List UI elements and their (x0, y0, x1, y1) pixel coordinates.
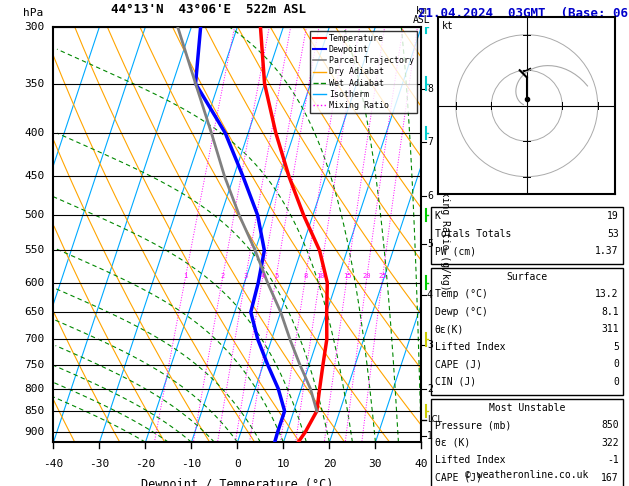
Text: 1: 1 (184, 273, 188, 279)
Text: 750: 750 (24, 360, 44, 370)
Text: 4: 4 (427, 290, 433, 300)
Text: 3: 3 (243, 273, 248, 279)
Text: 7: 7 (427, 137, 433, 147)
Text: Most Unstable: Most Unstable (489, 403, 565, 413)
Text: 8: 8 (303, 273, 308, 279)
Text: 3: 3 (427, 340, 433, 349)
Text: 15: 15 (343, 273, 352, 279)
Text: 0: 0 (613, 359, 619, 369)
Text: 8.1: 8.1 (601, 307, 619, 317)
Text: 21.04.2024  03GMT  (Base: 06): 21.04.2024 03GMT (Base: 06) (418, 7, 629, 20)
Text: © weatheronline.co.uk: © weatheronline.co.uk (465, 470, 589, 480)
Text: 167: 167 (601, 473, 619, 483)
Text: Lifted Index: Lifted Index (435, 342, 505, 352)
Text: Dewpoint / Temperature (°C): Dewpoint / Temperature (°C) (142, 478, 333, 486)
Text: 0: 0 (613, 377, 619, 387)
Text: Dewp (°C): Dewp (°C) (435, 307, 487, 317)
Text: 20: 20 (363, 273, 371, 279)
Text: 400: 400 (24, 128, 44, 138)
Bar (431, 268, 623, 395)
Text: CIN (J): CIN (J) (435, 377, 476, 387)
Text: -30: -30 (89, 459, 109, 469)
Text: LCL: LCL (427, 415, 442, 424)
Text: 20: 20 (323, 459, 336, 469)
Text: -1: -1 (607, 455, 619, 466)
Text: K: K (435, 211, 441, 222)
Text: 5: 5 (613, 342, 619, 352)
Text: 600: 600 (24, 278, 44, 288)
Text: Pressure (mb): Pressure (mb) (435, 420, 511, 431)
Text: 25: 25 (379, 273, 387, 279)
Text: -10: -10 (181, 459, 201, 469)
Text: 850: 850 (24, 406, 44, 416)
Text: 550: 550 (24, 245, 44, 256)
Text: Mixing Ratio (g/kg): Mixing Ratio (g/kg) (440, 179, 450, 290)
Text: 6: 6 (427, 191, 433, 201)
Text: 1.37: 1.37 (595, 246, 619, 257)
Text: km: km (416, 6, 427, 17)
Bar (431, 399, 623, 486)
Text: 900: 900 (24, 427, 44, 437)
Text: hPa: hPa (23, 8, 43, 18)
Text: θε (K): θε (K) (435, 438, 470, 448)
Bar (431, 207, 623, 264)
Text: 450: 450 (24, 172, 44, 181)
Text: 2: 2 (221, 273, 225, 279)
Text: 13.2: 13.2 (595, 289, 619, 299)
Text: 19: 19 (607, 211, 619, 222)
Text: CAPE (J): CAPE (J) (435, 359, 482, 369)
Text: 44°13'N  43°06'E  522m ASL: 44°13'N 43°06'E 522m ASL (111, 3, 306, 17)
Text: 322: 322 (601, 438, 619, 448)
Text: 10: 10 (277, 459, 290, 469)
Text: ASL: ASL (413, 15, 430, 25)
Text: θε(K): θε(K) (435, 324, 464, 334)
Text: Lifted Index: Lifted Index (435, 455, 505, 466)
Text: Temp (°C): Temp (°C) (435, 289, 487, 299)
Text: 0: 0 (234, 459, 241, 469)
Text: 4: 4 (260, 273, 265, 279)
Text: PW (cm): PW (cm) (435, 246, 476, 257)
Text: 53: 53 (607, 229, 619, 239)
Text: 5: 5 (427, 239, 433, 249)
Text: kt: kt (442, 20, 454, 31)
Text: -40: -40 (43, 459, 64, 469)
Text: 8: 8 (427, 84, 433, 94)
Text: 1: 1 (427, 431, 433, 441)
Text: -20: -20 (135, 459, 155, 469)
Text: 850: 850 (601, 420, 619, 431)
Text: 300: 300 (24, 22, 44, 32)
Text: Surface: Surface (506, 272, 547, 282)
Text: 500: 500 (24, 210, 44, 220)
Text: 350: 350 (24, 79, 44, 88)
Text: 2: 2 (427, 383, 433, 394)
Text: 311: 311 (601, 324, 619, 334)
Text: 10: 10 (316, 273, 325, 279)
Text: 5: 5 (274, 273, 279, 279)
Text: CAPE (J): CAPE (J) (435, 473, 482, 483)
Text: 650: 650 (24, 307, 44, 317)
Text: 700: 700 (24, 334, 44, 345)
Text: 800: 800 (24, 383, 44, 394)
Text: Totals Totals: Totals Totals (435, 229, 511, 239)
Text: 30: 30 (369, 459, 382, 469)
Text: 40: 40 (415, 459, 428, 469)
Legend: Temperature, Dewpoint, Parcel Trajectory, Dry Adiabat, Wet Adiabat, Isotherm, Mi: Temperature, Dewpoint, Parcel Trajectory… (309, 31, 417, 113)
